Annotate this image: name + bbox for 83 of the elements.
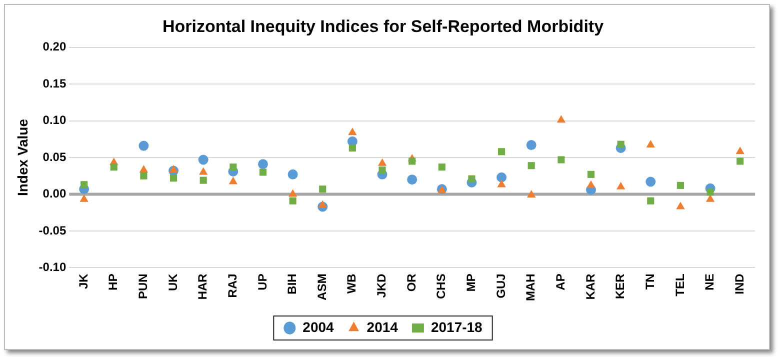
x-tick-label: PUN [136, 274, 150, 300]
x-tick-label: KER [613, 273, 628, 300]
point [646, 140, 655, 148]
point [527, 190, 536, 198]
point [528, 162, 535, 170]
chart-title: Horizontal Inequity Indices for Self-Reported Morbidity [162, 16, 604, 36]
point [736, 146, 744, 154]
point [80, 181, 88, 188]
point [230, 164, 237, 171]
x-tick-label: ASM [314, 274, 329, 300]
point [558, 156, 565, 164]
y-axis-title: Index Value [14, 118, 30, 196]
x-tick-label: BIH [285, 274, 300, 294]
point [170, 174, 178, 182]
point [676, 202, 685, 210]
point [288, 189, 298, 197]
point [378, 166, 386, 174]
point [438, 164, 446, 171]
point [736, 158, 744, 165]
legend-label: 2017-18 [430, 318, 483, 335]
point [289, 197, 296, 204]
point [706, 188, 714, 196]
x-tick-label: WB [344, 273, 359, 294]
point [138, 140, 149, 151]
x-tick-label: AP [553, 274, 568, 290]
point [199, 167, 208, 175]
point [198, 154, 208, 165]
point [200, 176, 207, 184]
x-tick-label: TN [642, 274, 657, 290]
point [378, 158, 387, 166]
x-tick-label: JKD [374, 273, 389, 298]
point [169, 165, 178, 173]
point [288, 169, 298, 180]
x-tick-label: UK [166, 273, 180, 292]
point [616, 182, 626, 190]
x-tick-label: CHS [434, 274, 448, 300]
point [228, 176, 238, 184]
x-tick-label: NE [702, 274, 717, 290]
point [80, 194, 88, 202]
legend-label: 2004 [302, 318, 334, 335]
point [617, 140, 624, 148]
x-tick-label: TEL [672, 274, 687, 296]
point [140, 172, 148, 180]
point [586, 180, 596, 188]
point [676, 182, 684, 189]
y-tick-label: 0.05 [42, 150, 66, 164]
point [408, 158, 416, 165]
point [646, 176, 656, 187]
point [348, 144, 356, 152]
x-tick-label: MAH [524, 274, 538, 301]
y-tick-label: 0.00 [42, 186, 66, 201]
x-tick-label: OR [404, 273, 418, 292]
y-tick-label: -0.10 [38, 260, 66, 274]
y-tick-label: 0.15 [42, 76, 66, 90]
x-tick-label: MP [464, 274, 478, 292]
point [468, 175, 476, 182]
x-tick-label: IND [732, 273, 746, 294]
point [526, 140, 536, 150]
point [318, 200, 327, 208]
point [259, 168, 267, 176]
point [110, 164, 118, 171]
point [496, 172, 507, 182]
y-tick-label: -0.05 [38, 223, 66, 238]
legend-label: 2014 [366, 318, 398, 335]
point [139, 165, 148, 173]
point [258, 159, 268, 170]
y-tick-label: 0.20 [42, 40, 66, 54]
x-tick-label: HAR [196, 273, 210, 300]
x-tick-label: UP [255, 274, 270, 290]
x-tick-label: RAJ [225, 274, 240, 298]
x-tick-label: GUJ [494, 274, 508, 298]
point [647, 197, 654, 204]
point [556, 115, 566, 123]
point [319, 186, 326, 193]
y-tick-label: 0.10 [42, 113, 66, 128]
x-tick-label: HP [106, 274, 120, 290]
point [497, 180, 506, 188]
point [348, 128, 357, 136]
point [587, 170, 595, 178]
point [407, 174, 418, 185]
x-tick-label: JK [76, 273, 90, 290]
x-tick-label: KAR [583, 273, 598, 300]
point [498, 148, 506, 156]
